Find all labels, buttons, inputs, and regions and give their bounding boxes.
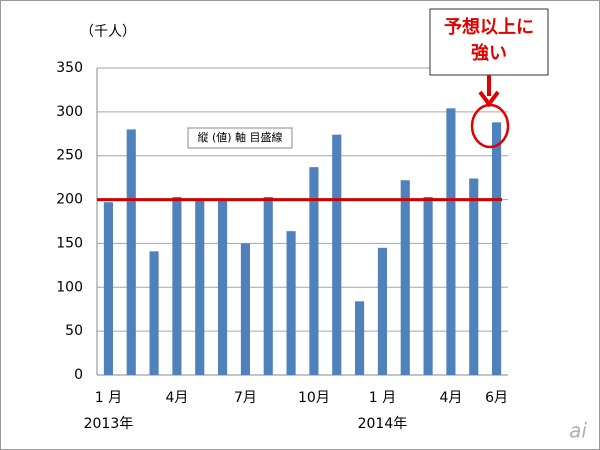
- highlight-circle: [470, 103, 510, 149]
- y-tick-label: 0: [74, 367, 83, 383]
- bar: [195, 199, 205, 375]
- y-tick-label: 250: [56, 148, 83, 164]
- callout-box: [429, 8, 549, 76]
- bar: [400, 180, 410, 375]
- bar: [149, 251, 159, 375]
- bar: [469, 178, 479, 375]
- bar: [377, 247, 387, 375]
- bar: [263, 196, 273, 375]
- bar: [423, 196, 433, 375]
- x-tick-label: 1 月: [95, 390, 122, 406]
- y-tick-label: 100: [56, 279, 83, 295]
- callout-text: 強い: [471, 42, 507, 64]
- bar: [240, 243, 250, 375]
- x-tick-label: 7月: [234, 390, 257, 406]
- watermark: ai: [569, 419, 587, 443]
- bar: [103, 202, 113, 375]
- y-tick-label: 300: [56, 104, 83, 120]
- year-label: 2014年: [358, 416, 408, 432]
- bar: [172, 196, 182, 375]
- x-tick-label: 1 月: [369, 390, 396, 406]
- bar: [286, 231, 296, 375]
- tooltip: 縦 (値) 軸 目盛線: [197, 130, 282, 144]
- bar: [126, 129, 136, 375]
- x-tick-label: 10月: [298, 390, 330, 406]
- y-tick-label: 200: [56, 192, 83, 208]
- x-tick-label: 4月: [439, 390, 462, 406]
- plot-area: 0 50 100 150 200 250 300 350 1 月 4月 7月 10月 1 月 4月 6月 20…: [56, 60, 508, 432]
- unit-label: （千人）: [80, 24, 136, 40]
- y-tick-label: 150: [56, 235, 83, 251]
- bar: [492, 122, 502, 375]
- y-tick-label: 350: [56, 60, 83, 76]
- bar: [218, 199, 228, 375]
- y-tick-label: 50: [65, 323, 83, 339]
- x-tick-label: 6月: [485, 390, 508, 406]
- bar: [309, 167, 319, 375]
- bar: [355, 301, 365, 375]
- callout-text: 予想以上に: [444, 16, 534, 38]
- x-tick-label: 4月: [165, 390, 188, 406]
- bar: [446, 108, 456, 375]
- year-label: 2013年: [84, 416, 134, 432]
- tooltip-box: [187, 127, 293, 149]
- bar: [332, 134, 342, 375]
